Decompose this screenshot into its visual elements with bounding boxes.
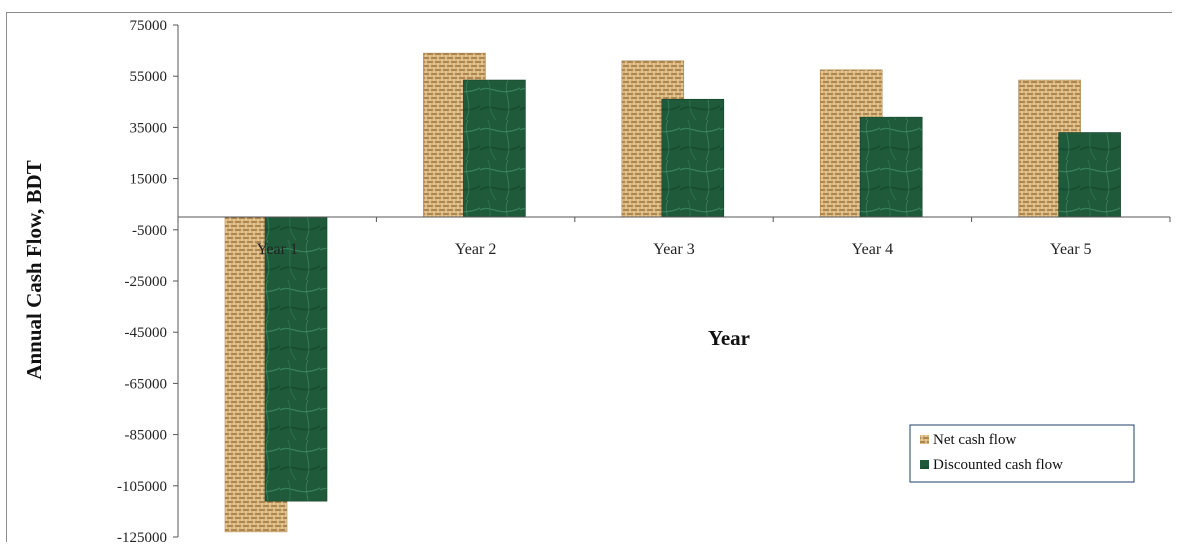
y-tick-label: 35000: [130, 120, 168, 136]
chart-frame: [6, 12, 1172, 542]
discounted-cash-flow-bar: [661, 98, 725, 218]
y-tick-label: -125000: [117, 530, 167, 545]
legend-swatch-discounted-cash-flow: [920, 460, 929, 469]
y-tick-label: -45000: [125, 325, 168, 341]
x-tick-label: Year 2: [455, 241, 496, 258]
y-axis-title: Annual Cash Flow, BDT: [22, 160, 46, 379]
discounted-cash-flow-bar: [859, 116, 923, 218]
category-labels: Year 1 Year 2 Year 3 Year 4 Year 5: [256, 241, 1091, 258]
y-tick-label: -5000: [132, 223, 167, 239]
legend-box: [909, 424, 1135, 483]
y-tick-label: -25000: [125, 274, 168, 290]
y-tick-label: 75000: [130, 18, 168, 34]
y-tick-label: -85000: [125, 428, 168, 444]
y-tick-label: -105000: [117, 479, 167, 495]
x-axis-title: Year: [708, 326, 750, 350]
x-tick-label: Year 5: [1050, 241, 1091, 258]
legend-label-net-cash-flow: Net cash flow: [933, 432, 1016, 448]
legend: Net cash flow Discounted cash flow: [909, 424, 1135, 483]
discounted-cash-flow-bar: [463, 79, 526, 218]
bars: [224, 52, 1121, 533]
x-tick-label: Year 3: [653, 241, 694, 258]
x-axis: [177, 216, 1171, 222]
discounted-cash-flow-bar: [1058, 132, 1121, 218]
y-tick-label: 55000: [130, 69, 168, 85]
x-tick-label: Year 1: [256, 241, 297, 258]
y-axis: 75000 55000 35000 15000 -5000 -25000 -45000 -65…: [117, 18, 179, 545]
legend-label-discounted-cash-flow: Discounted cash flow: [933, 457, 1063, 473]
y-tick-label: 15000: [130, 172, 168, 188]
legend-swatch-net-cash-flow: [920, 435, 929, 444]
discounted-cash-flow-bar: [264, 216, 328, 502]
x-tick-label: Year 4: [852, 241, 893, 258]
y-tick-label: -65000: [125, 376, 168, 392]
